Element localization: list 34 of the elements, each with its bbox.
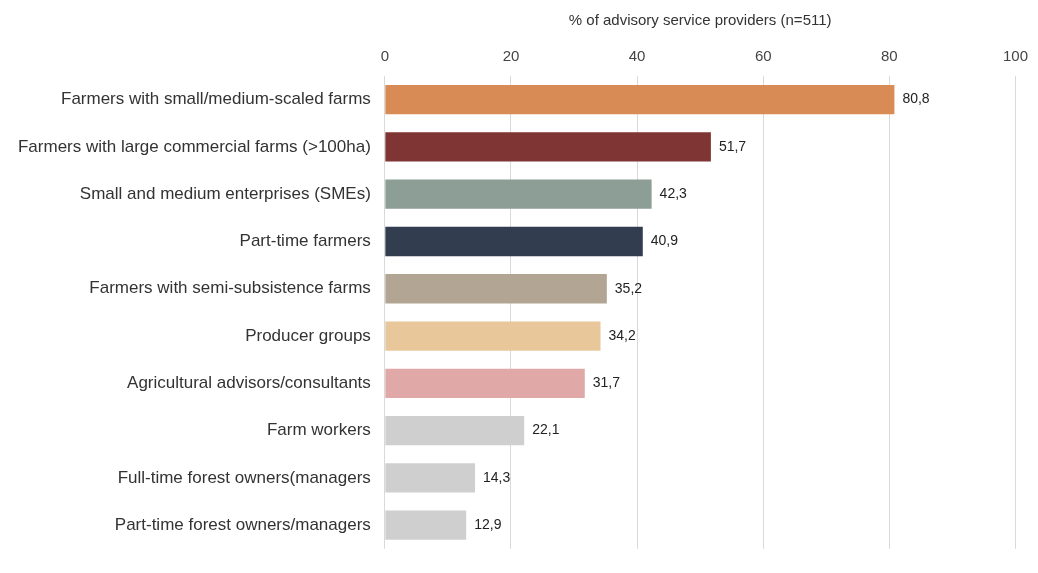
y-tick-label: Farm workers	[266, 420, 371, 440]
y-tick-label: Farmers with small/medium-scaled farms	[61, 89, 371, 109]
data-label: 14,3	[483, 468, 511, 485]
data-label: 31,7	[592, 374, 621, 391]
data-label: 34,2	[608, 326, 636, 343]
bar	[385, 274, 607, 304]
x-tick-label: 80	[881, 47, 898, 65]
data-label: 80,8	[902, 90, 930, 107]
y-tick-label: Producer groups	[245, 325, 371, 345]
data-label: 35,2	[614, 279, 643, 296]
y-tick-label: Part-time forest owners/managers	[114, 514, 371, 534]
y-tick-label: Small and medium enterprises (SMEs)	[79, 183, 371, 203]
bar	[385, 132, 711, 162]
bar	[385, 321, 601, 351]
y-tick-label: Agricultural advisors/consultants	[127, 373, 371, 393]
x-tick-label: 0	[380, 47, 390, 65]
x-tick-label: 20	[502, 47, 520, 65]
x-tick-label: 100	[1002, 47, 1028, 65]
bar	[385, 368, 585, 398]
data-label: 12,9	[474, 516, 502, 533]
data-label: 42,3	[659, 185, 688, 202]
x-tick-label: 40	[628, 47, 646, 65]
y-tick-label: Farmers with large commercial farms (>100ha)	[17, 136, 371, 156]
bar	[385, 84, 895, 115]
data-label: 51,7	[718, 137, 747, 154]
x-tick-label: 60	[754, 47, 772, 65]
x-axis-title: % of advisory service providers (n=511)	[568, 11, 832, 29]
bar	[385, 226, 643, 257]
y-tick-label: Full-time forest owners(managers	[117, 467, 371, 487]
y-tick-label: Part-time farmers	[239, 231, 371, 251]
bar	[385, 179, 652, 209]
data-label: 22,1	[532, 421, 560, 438]
y-tick-label: Farmers with semi-subsistence farms	[89, 278, 371, 298]
data-label: 40,9	[650, 232, 679, 249]
